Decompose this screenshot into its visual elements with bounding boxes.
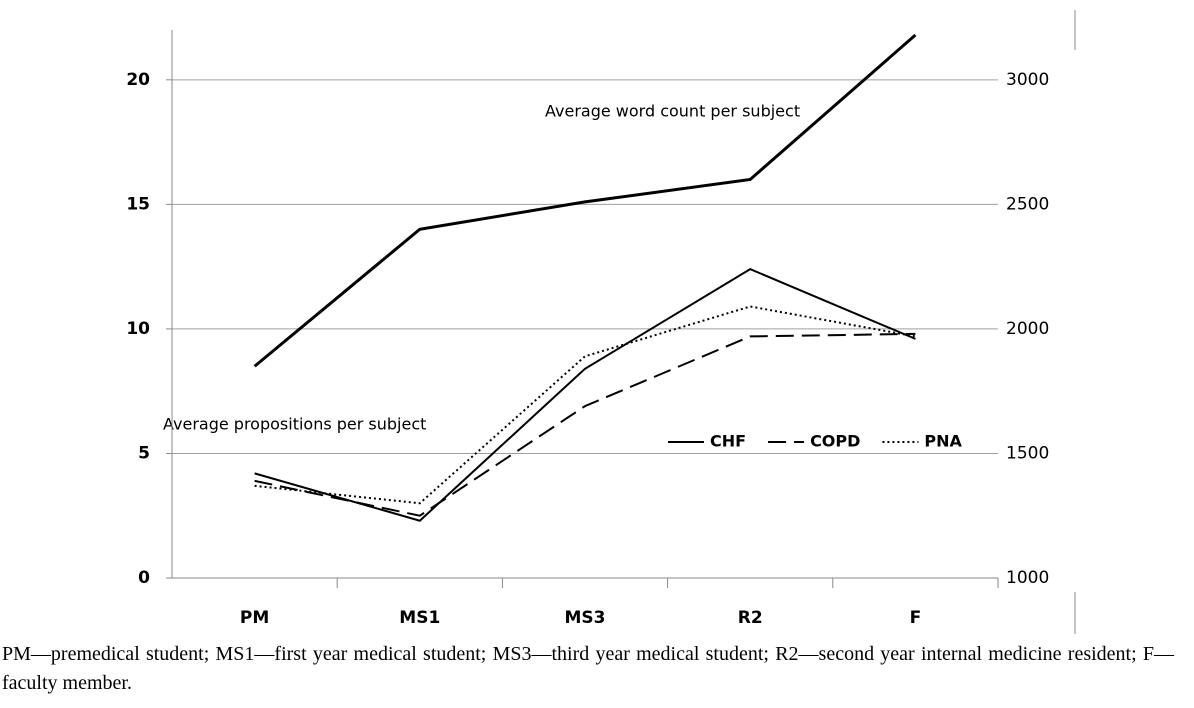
caption: PM—premedical student; MS1—first year me… (2, 643, 1174, 694)
y-tick-label: 0 (138, 568, 150, 588)
legend-label: CHF (710, 432, 746, 451)
y2-tick-label: 2500 (1006, 194, 1049, 214)
series-line (254, 305, 916, 505)
y-tick-label: 10 (126, 319, 150, 339)
y2-tick-label: 1000 (1006, 568, 1049, 588)
series-line (254, 268, 916, 522)
x-tick-label: R2 (738, 608, 763, 628)
x-tick-label: MS1 (399, 608, 440, 628)
annotation: Average propositions per subject (163, 415, 426, 434)
annotation: Average word count per subject (545, 102, 800, 121)
chart: Average word count per subject Average p… (126, 10, 1076, 634)
y-tick-label: 20 (126, 70, 150, 90)
x-tick-label: F (910, 608, 922, 628)
series-line (254, 332, 916, 517)
y2-tick-label: 1500 (1006, 443, 1049, 463)
legend-label: PNA (924, 432, 962, 451)
y2-tick-label: 2000 (1006, 319, 1049, 339)
legend-label: COPD (810, 432, 860, 451)
x-tick-label: PM (240, 608, 269, 628)
series-line (253, 33, 917, 368)
y-tick-label: 15 (126, 194, 150, 214)
y2-tick-label: 3000 (1006, 70, 1049, 90)
x-tick-label: MS3 (565, 608, 606, 628)
y-tick-label: 5 (138, 443, 150, 463)
